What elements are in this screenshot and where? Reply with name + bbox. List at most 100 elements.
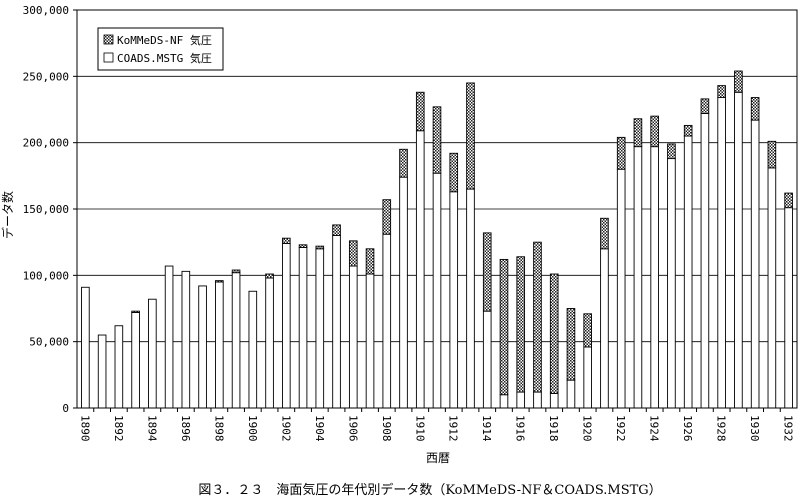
- bar-kommeds-1903: [298, 244, 308, 248]
- bar-kommeds-1924: [650, 115, 659, 148]
- legend-box: [97, 27, 224, 71]
- legend-swatch-hatched: [103, 34, 114, 45]
- bar-coads-1906: [348, 265, 358, 409]
- bar-coads-1899: [231, 272, 241, 409]
- bar-coads-1896: [181, 270, 191, 409]
- x-tick-label: 1930: [748, 415, 761, 442]
- bar-coads-1929: [734, 91, 743, 409]
- x-tick-label: 1912: [447, 415, 460, 442]
- x-tick-label: 1898: [212, 415, 225, 442]
- y-tick-label: 50,000: [29, 336, 69, 349]
- bar-kommeds-1929: [734, 70, 743, 93]
- bar-coads-1926: [683, 135, 693, 409]
- bar-kommeds-1928: [717, 85, 726, 99]
- bar-coads-1891: [97, 334, 107, 409]
- x-tick-label: 1918: [547, 415, 560, 442]
- bar-coads-1917: [533, 391, 542, 409]
- bar-coads-1918: [549, 392, 559, 409]
- bar-coads-1892: [114, 325, 124, 409]
- y-tick-label: 0: [62, 402, 69, 415]
- bar-kommeds-1912: [449, 152, 459, 193]
- bar-coads-1909: [399, 176, 408, 409]
- x-tick-label: 1894: [145, 415, 158, 442]
- bar-kommeds-1910: [415, 91, 425, 132]
- x-axis: 1890 1892 1894 1896 1898 1900 1902 1904 1906 1908…: [78, 408, 795, 442]
- bar-coads-1923: [633, 146, 643, 409]
- bar-kommeds-1923: [633, 118, 643, 148]
- bar-kommeds-1913: [466, 82, 475, 190]
- bar-kommeds-1908: [382, 199, 392, 235]
- x-tick-label: 1910: [413, 415, 426, 442]
- x-tick-label: 1890: [78, 415, 91, 442]
- bar-coads-1894: [148, 298, 157, 409]
- bar-coads-1919: [566, 379, 576, 409]
- bar-kommeds-1899: [231, 269, 241, 274]
- bar-coads-1932: [784, 207, 793, 409]
- bar-kommeds-1914: [482, 232, 492, 312]
- bar-kommeds-1915: [499, 258, 509, 396]
- bar-kommeds-1916: [516, 256, 526, 393]
- x-tick-label: 1920: [581, 415, 594, 442]
- bar-coads-1910: [415, 130, 425, 409]
- bar-coads-1928: [717, 97, 726, 409]
- bar-coads-1890: [81, 286, 90, 409]
- bar-kommeds-1927: [700, 98, 710, 114]
- x-tick-label: 1928: [715, 415, 728, 442]
- x-tick-label: 1926: [681, 415, 694, 442]
- bar-kommeds-1921: [600, 217, 609, 250]
- legend: KoMMeDS-NF 気圧 COADS.MSTG 気圧: [97, 27, 224, 71]
- y-tick-label: 250,000: [23, 70, 69, 83]
- bar-coads-1915: [499, 394, 509, 409]
- figure-caption: 図３．２３ 海面気圧の年代別データ数（KoMMeDS-NF＆COADS.MSTG…: [198, 482, 661, 498]
- x-tick-label: 1922: [614, 415, 627, 442]
- bar-coads-1927: [700, 113, 710, 409]
- bar-coads-1916: [516, 391, 526, 409]
- x-tick-label: 1896: [179, 415, 192, 442]
- bar-coads-1914: [482, 310, 492, 409]
- x-tick-label: 1900: [246, 415, 259, 442]
- legend-label-coads: COADS.MSTG 気圧: [117, 51, 212, 65]
- bar-coads-1903: [298, 247, 308, 409]
- x-tick-label: 1924: [648, 415, 661, 442]
- bar-coads-1920: [583, 346, 592, 409]
- bars: [81, 70, 793, 409]
- bar-kommeds-1907: [365, 248, 375, 275]
- bar-coads-1908: [382, 233, 392, 409]
- y-axis-title: データ数: [0, 191, 15, 239]
- bar-kommeds-1932: [784, 192, 793, 209]
- x-axis-title: 西暦: [426, 451, 450, 465]
- x-tick-label: 1908: [380, 415, 393, 442]
- legend-label-kommeds: KoMMeDS-NF 気圧: [117, 33, 212, 47]
- bar-kommeds-1926: [683, 124, 693, 137]
- bar-coads-1911: [432, 172, 442, 409]
- bar-kommeds-1902: [282, 237, 291, 244]
- bar-coads-1905: [332, 235, 341, 409]
- bar-coads-1912: [449, 191, 459, 409]
- bar-kommeds-1917: [533, 241, 542, 393]
- bar-coads-1913: [466, 188, 475, 409]
- bar-kommeds-1898: [215, 280, 224, 283]
- x-tick-label: 1914: [480, 415, 493, 442]
- bar-coads-1904: [315, 248, 325, 409]
- bar-kommeds-1931: [767, 140, 777, 169]
- x-tick-label: 1932: [782, 415, 795, 442]
- bar-kommeds-1918: [549, 273, 559, 394]
- bar-kommeds-1909: [399, 148, 408, 178]
- y-axis: 0 50,000 100,000 150,000 200,000 250,000 300,0…: [23, 4, 77, 415]
- bar-coads-1925: [667, 158, 676, 409]
- x-tick-label: 1906: [346, 415, 359, 442]
- y-tick-label: 200,000: [23, 137, 69, 150]
- bar-kommeds-1922: [616, 136, 626, 170]
- bar-coads-1924: [650, 146, 659, 409]
- bar-coads-1907: [365, 273, 375, 409]
- bar-kommeds-1919: [566, 308, 576, 381]
- bar-coads-1895: [164, 265, 174, 409]
- bar-coads-1922: [616, 168, 626, 409]
- legend-swatch-white: [103, 52, 114, 63]
- bar-kommeds-1905: [332, 224, 341, 236]
- bar-kommeds-1920: [583, 313, 592, 348]
- bar-coads-1901: [265, 277, 274, 409]
- x-tick-label: 1892: [112, 415, 125, 442]
- bar-kommeds-1930: [750, 97, 760, 121]
